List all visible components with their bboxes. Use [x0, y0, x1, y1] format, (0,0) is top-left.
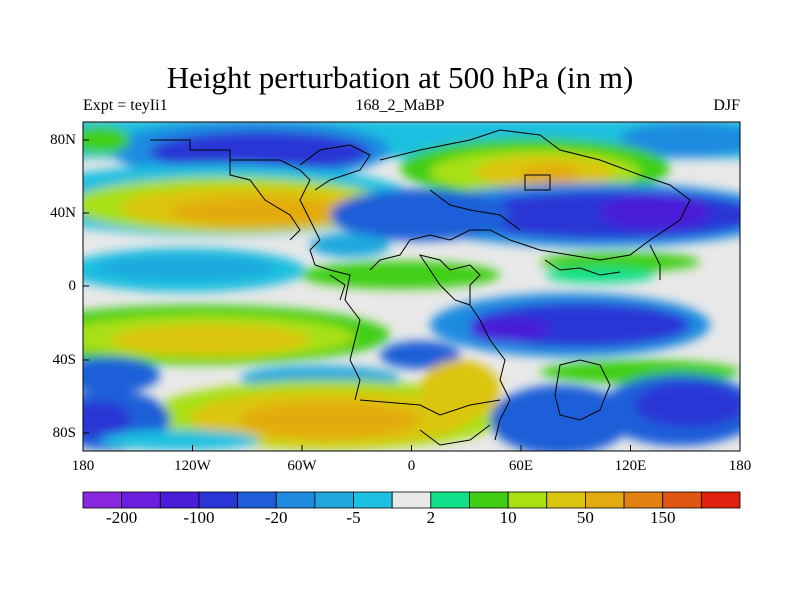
- lon-label: 180: [71, 458, 95, 474]
- colorbar-label: -20: [264, 508, 288, 527]
- colorbar-label: 50: [576, 508, 594, 527]
- colorbar-swatch: [507, 491, 548, 509]
- lat-label: 80N: [50, 132, 76, 148]
- colorbar-swatch: [546, 491, 586, 509]
- colorbar-swatch: [430, 491, 470, 509]
- season-label: DJF: [713, 97, 740, 114]
- run-label: 168_2_MaBP: [355, 97, 445, 114]
- lat-label: 40S: [52, 352, 76, 368]
- colorbar-swatch: [121, 491, 161, 509]
- colorbar-swatch: [391, 491, 432, 509]
- lon-label: 60E: [508, 458, 534, 474]
- lon-label: 0: [407, 458, 416, 474]
- colorbar-swatch: [314, 491, 354, 509]
- colorbar-label: -100: [183, 508, 215, 527]
- colorbar-label: -5: [346, 508, 361, 527]
- experiment-label: Expt = teyIi1: [83, 97, 168, 114]
- lat-label: 40N: [50, 205, 76, 221]
- colorbar-swatch: [198, 491, 238, 509]
- axis-ticks: [82, 139, 741, 451]
- lon-label: 120W: [174, 458, 211, 474]
- lat-label: 80S: [52, 425, 76, 441]
- colorbar-swatch: [353, 491, 393, 509]
- colorbar-swatch: [275, 491, 316, 509]
- continent-outlines: [150, 129, 691, 446]
- colorbar-swatch: [159, 491, 200, 509]
- colorbar-label: -200: [106, 508, 138, 527]
- colorbar-swatch: [700, 491, 741, 509]
- colorbar-swatch: [623, 491, 664, 509]
- lat-label: 0: [68, 278, 77, 294]
- colorbar-swatch: [82, 491, 123, 509]
- colorbar-swatch: [237, 491, 277, 509]
- lon-label: 120E: [614, 458, 647, 474]
- colorbar-label: 150: [649, 508, 676, 527]
- colorbar-swatch: [469, 491, 509, 509]
- lon-label: 60W: [287, 458, 317, 474]
- colorbar-label: 2: [426, 508, 436, 527]
- height-perturbation-field: [83, 122, 740, 451]
- colorbar-swatch: [585, 491, 625, 509]
- colorbar: [82, 491, 741, 509]
- lon-label: 180: [728, 458, 752, 474]
- colorbar-label: 10: [499, 508, 517, 527]
- plot-title: Height perturbation at 500 hPa (in m): [166, 60, 634, 95]
- colorbar-swatch: [662, 491, 702, 509]
